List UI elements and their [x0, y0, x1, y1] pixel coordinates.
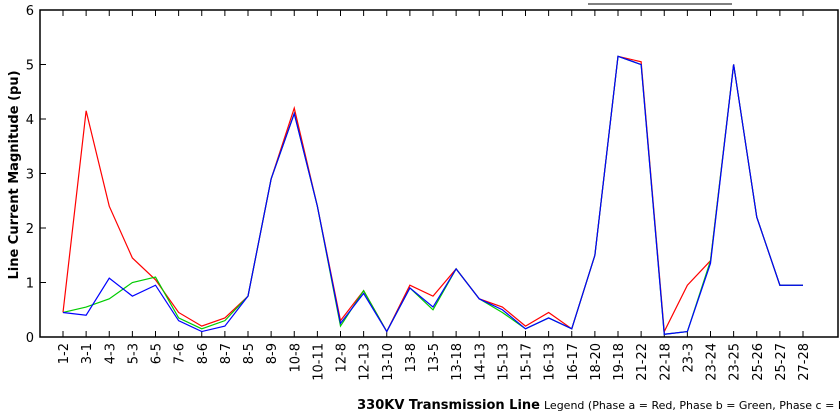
x-tick-label: 22-18	[658, 343, 673, 381]
x-tick-label: 19-18	[612, 343, 627, 381]
x-tick-label: 6-5	[150, 343, 165, 364]
x-tick-label: 23-25	[728, 343, 743, 381]
y-tick-label: 2	[26, 222, 34, 237]
series-line	[62, 55, 803, 334]
x-tick-label: 3-1	[80, 343, 95, 364]
x-tick-label: 27-28	[797, 343, 812, 381]
y-tick-label: 4	[26, 113, 34, 128]
x-tick-label: 1-2	[57, 343, 72, 364]
x-axis-label: 330KV Transmission Line	[357, 398, 540, 413]
x-tick-label: 12-13	[358, 343, 373, 381]
x-tick-label: 12-8	[335, 343, 350, 373]
x-tick-label: 15-17	[520, 343, 535, 381]
plot-frame	[39, 9, 839, 338]
x-tick-label: 8-7	[219, 343, 234, 364]
x-tick-label: 8-5	[242, 343, 257, 364]
x-tick-label: 7-6	[173, 343, 188, 364]
y-tick-label: 5	[26, 59, 34, 74]
y-tick-label: 1	[26, 277, 34, 292]
series-line	[62, 55, 803, 335]
x-tick-label: 13-5	[427, 343, 442, 373]
x-tick-label: 25-26	[751, 343, 766, 381]
x-tick-label: 23-24	[705, 343, 720, 381]
x-tick-label: 8-9	[265, 343, 280, 364]
x-tick-label: 13-8	[404, 343, 419, 373]
x-tick-label: 25-27	[774, 343, 789, 381]
x-tick-label: 16-17	[566, 343, 581, 381]
x-tick-label: 10-8	[288, 343, 303, 373]
x-tick-label: 21-22	[635, 343, 650, 381]
y-tick-label: 6	[26, 4, 34, 19]
x-tick-label: 8-6	[196, 343, 211, 364]
x-tick-label: 14-13	[473, 343, 488, 381]
x-tick-label: 18-20	[589, 343, 604, 381]
y-tick-label: 3	[26, 168, 34, 183]
x-tick-label: 5-3	[126, 343, 141, 364]
y-tick-label: 0	[26, 331, 34, 346]
x-tick-label: 13-18	[450, 343, 465, 381]
legend-note: Legend (Phase a = Red, Phase b = Green, …	[544, 399, 840, 412]
x-tick-label: 4-3	[103, 343, 118, 364]
x-tick-label: 23-3	[681, 343, 696, 373]
x-tick-label: 10-11	[311, 343, 326, 381]
x-tick-label: 16-13	[543, 343, 558, 381]
y-axis-label: Line Current Magnitude (pu)	[7, 70, 22, 279]
x-tick-label: 13-10	[381, 343, 396, 381]
series-line	[62, 55, 803, 335]
x-tick-label: 15-13	[496, 343, 511, 381]
